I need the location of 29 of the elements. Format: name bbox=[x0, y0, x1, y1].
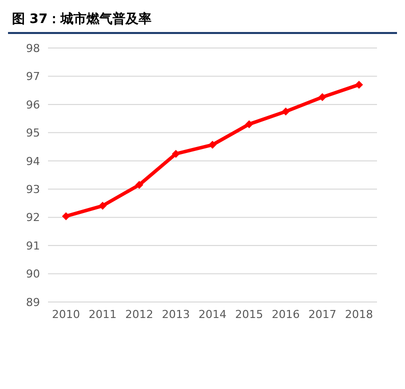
point bbox=[318, 93, 326, 102]
y-tick-label: 91 bbox=[26, 239, 40, 252]
y-tick-label: 89 bbox=[26, 296, 40, 309]
x-tick-label: 2011 bbox=[88, 308, 117, 321]
y-tick-label: 96 bbox=[26, 98, 40, 112]
y-tick-label: 93 bbox=[26, 183, 40, 196]
y-tick-label: 97 bbox=[26, 70, 40, 84]
x-tick-label: 2015 bbox=[235, 308, 264, 321]
point bbox=[135, 180, 144, 189]
x-tick-label: 2013 bbox=[162, 308, 190, 321]
x-tick-label: 2017 bbox=[308, 308, 336, 321]
point bbox=[208, 140, 216, 149]
point bbox=[172, 150, 180, 158]
x-tick-label: 2016 bbox=[272, 308, 300, 321]
point bbox=[282, 108, 290, 116]
chart-title: 图 37：城市燃气普及率 bbox=[11, 10, 153, 29]
y-tick-label: 94 bbox=[26, 154, 40, 168]
x-tick-label: 2010 bbox=[52, 308, 80, 321]
point bbox=[62, 212, 70, 220]
x-tick-label: 2018 bbox=[345, 308, 373, 321]
y-tick-label: 98 bbox=[26, 42, 40, 55]
y-tick-label: 92 bbox=[26, 211, 40, 224]
point bbox=[355, 80, 363, 89]
x-tick-label: 2012 bbox=[125, 308, 154, 321]
y-tick-label: 95 bbox=[26, 126, 40, 140]
point bbox=[98, 202, 107, 210]
point bbox=[245, 120, 254, 128]
y-tick-label: 90 bbox=[26, 268, 40, 281]
x-tick-label: 2014 bbox=[198, 308, 226, 321]
